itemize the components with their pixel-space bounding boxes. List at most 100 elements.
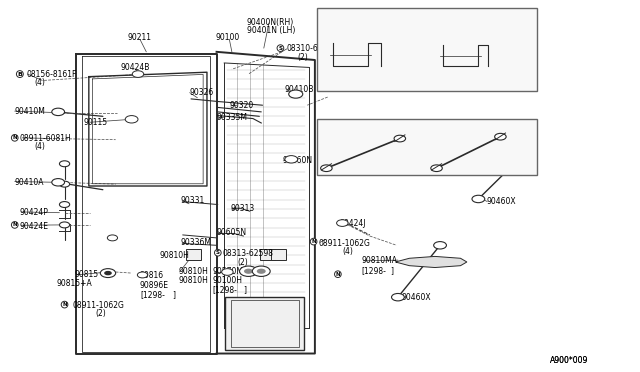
Text: 90211: 90211 bbox=[128, 33, 152, 42]
Circle shape bbox=[252, 266, 270, 276]
Circle shape bbox=[472, 195, 484, 203]
Text: 90460X: 90460X bbox=[486, 197, 516, 206]
Text: N: N bbox=[62, 302, 67, 307]
Text: 90424E: 90424E bbox=[20, 221, 49, 231]
Text: 90335M: 90335M bbox=[216, 113, 248, 122]
Text: (4): (4) bbox=[34, 78, 45, 87]
Circle shape bbox=[138, 272, 148, 278]
Text: 90410A: 90410A bbox=[15, 178, 44, 187]
Text: S: S bbox=[278, 46, 282, 51]
Circle shape bbox=[60, 181, 70, 187]
Text: A900*009: A900*009 bbox=[550, 356, 588, 365]
Bar bbox=[186, 249, 201, 260]
Text: [1297-: [1297- bbox=[430, 122, 455, 131]
Text: ]: ] bbox=[243, 285, 246, 294]
Circle shape bbox=[495, 134, 506, 140]
Text: 08310-61698: 08310-61698 bbox=[287, 44, 338, 53]
Text: [1298-: [1298- bbox=[362, 266, 387, 275]
Text: ]: ] bbox=[390, 266, 393, 275]
Text: N: N bbox=[311, 239, 316, 244]
Text: [1096-: [1096- bbox=[430, 18, 455, 27]
Text: (2): (2) bbox=[237, 258, 248, 267]
Text: S: S bbox=[216, 250, 220, 255]
Text: 08911-6081H: 08911-6081H bbox=[20, 134, 72, 143]
Text: [1298-: [1298- bbox=[212, 285, 237, 294]
Text: 90810MA: 90810MA bbox=[362, 256, 397, 265]
Text: A900*009: A900*009 bbox=[550, 356, 588, 365]
Text: 90410M: 90410M bbox=[15, 108, 45, 116]
Text: 08156-8161F: 08156-8161F bbox=[26, 70, 77, 79]
Text: 90313: 90313 bbox=[230, 205, 255, 214]
Text: B: B bbox=[17, 71, 22, 77]
Bar bbox=[271, 249, 286, 260]
Circle shape bbox=[434, 241, 447, 249]
Text: 08911-1062G: 08911-1062G bbox=[72, 301, 124, 310]
Text: 90815+A: 90815+A bbox=[57, 279, 93, 288]
Circle shape bbox=[221, 269, 233, 275]
Text: 90401N (LH): 90401N (LH) bbox=[246, 26, 295, 35]
Bar bbox=[317, 119, 537, 175]
Circle shape bbox=[431, 165, 442, 171]
Text: 90460N: 90460N bbox=[283, 155, 313, 164]
Text: 90506M: 90506M bbox=[481, 130, 512, 140]
Text: 90424J: 90424J bbox=[339, 219, 365, 228]
Circle shape bbox=[52, 108, 65, 116]
Text: [1298-: [1298- bbox=[140, 290, 164, 299]
Bar bbox=[260, 249, 275, 260]
Text: 90331: 90331 bbox=[180, 196, 205, 205]
Circle shape bbox=[60, 222, 70, 228]
Text: ]: ] bbox=[172, 290, 175, 299]
Text: (2): (2) bbox=[297, 52, 308, 61]
Text: 90424P: 90424P bbox=[20, 208, 49, 217]
Polygon shape bbox=[396, 256, 467, 267]
Text: ]: ] bbox=[464, 18, 467, 27]
Circle shape bbox=[511, 156, 524, 164]
Circle shape bbox=[337, 220, 348, 227]
Text: 90460X: 90460X bbox=[400, 139, 429, 148]
Text: 90460X: 90460X bbox=[402, 293, 431, 302]
Text: 90424B: 90424B bbox=[120, 63, 150, 72]
Circle shape bbox=[394, 135, 406, 142]
Text: 90326: 90326 bbox=[189, 88, 213, 97]
Circle shape bbox=[392, 294, 404, 301]
Text: 90336M: 90336M bbox=[180, 238, 212, 247]
Circle shape bbox=[132, 71, 144, 77]
Text: 90899: 90899 bbox=[433, 10, 457, 19]
Text: 90899: 90899 bbox=[339, 10, 363, 19]
Circle shape bbox=[125, 116, 138, 123]
Text: N: N bbox=[12, 222, 17, 227]
Circle shape bbox=[239, 266, 257, 276]
Text: 90400N(RH): 90400N(RH) bbox=[246, 18, 294, 27]
Text: 90815: 90815 bbox=[74, 270, 99, 279]
Text: 90810H: 90810H bbox=[178, 276, 208, 285]
Text: (2): (2) bbox=[95, 310, 106, 318]
Circle shape bbox=[60, 202, 70, 208]
Text: 90810H: 90810H bbox=[178, 267, 208, 276]
Circle shape bbox=[321, 165, 332, 171]
Bar bbox=[225, 297, 304, 350]
Circle shape bbox=[285, 155, 298, 163]
Circle shape bbox=[257, 269, 266, 274]
Circle shape bbox=[104, 271, 112, 275]
Text: 90570M: 90570M bbox=[212, 267, 244, 276]
Circle shape bbox=[60, 161, 70, 167]
Circle shape bbox=[289, 90, 303, 98]
Bar bbox=[317, 8, 537, 92]
Text: ]: ] bbox=[461, 122, 463, 131]
Text: 90100: 90100 bbox=[215, 33, 239, 42]
Text: N: N bbox=[335, 272, 340, 277]
Text: 90896E: 90896E bbox=[140, 281, 169, 290]
Circle shape bbox=[100, 269, 116, 278]
Text: 90810H: 90810H bbox=[159, 251, 189, 260]
Text: (4): (4) bbox=[342, 247, 353, 256]
Circle shape bbox=[52, 179, 65, 186]
Text: 90605N: 90605N bbox=[216, 228, 246, 237]
Text: 90320: 90320 bbox=[229, 101, 253, 110]
Text: [1095-1096]: [1095-1096] bbox=[327, 18, 374, 27]
Text: 90816: 90816 bbox=[140, 271, 164, 280]
Text: [0995-1297]: [0995-1297] bbox=[327, 122, 374, 131]
Circle shape bbox=[244, 269, 253, 274]
Bar bbox=[230, 300, 299, 347]
Text: N: N bbox=[12, 135, 17, 140]
Text: 08313-62598: 08313-62598 bbox=[223, 249, 274, 258]
